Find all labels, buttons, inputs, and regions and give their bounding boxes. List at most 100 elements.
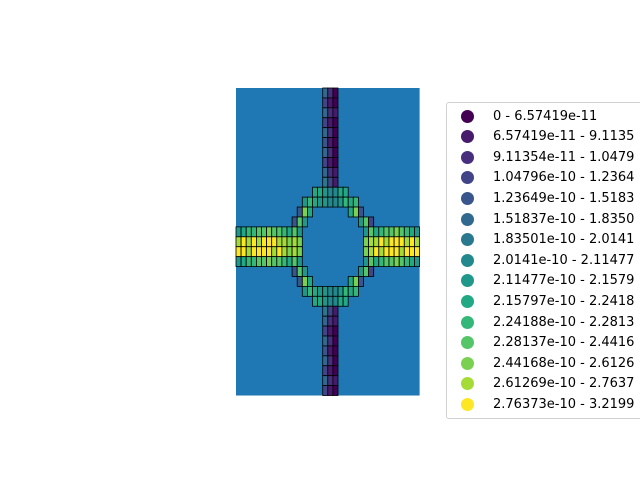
heatmap-cell <box>296 276 303 287</box>
heatmap-cell <box>240 246 247 258</box>
heatmap-cell <box>393 256 400 267</box>
legend-label: 1.83501e-10 - 2.0141 <box>493 232 635 248</box>
heatmap-cell <box>368 236 375 248</box>
heatmap-cell <box>322 176 329 188</box>
heatmap-cell <box>322 117 329 129</box>
heatmap-cell <box>322 285 329 297</box>
legend-marker <box>461 233 474 247</box>
legend-label: 1.51837e-10 - 1.8350 <box>493 211 635 227</box>
heatmap-cell <box>378 236 385 248</box>
heatmap-cell <box>368 266 375 277</box>
heatmap-cell <box>276 226 283 238</box>
legend-label: 2.28137e-10 - 2.4416 <box>493 335 635 351</box>
heatmap-cell <box>306 206 313 218</box>
legend: 0 - 6.57419e-11 6.57419e-11 - 9.1135 9.113… <box>446 102 640 419</box>
heatmap-cell <box>332 137 339 148</box>
heatmap-cell <box>296 216 303 228</box>
heatmap-cell <box>398 256 405 267</box>
heatmap-cell <box>327 325 334 337</box>
heatmap-cell <box>291 246 298 258</box>
heatmap-cell <box>378 256 385 267</box>
heatmap-cell <box>327 345 334 357</box>
heatmap-cell <box>388 226 395 238</box>
legend-item: 1.04796e-10 - 1.2364 <box>461 168 634 188</box>
heatmap-cell <box>383 236 390 248</box>
heatmap-cell <box>363 256 369 267</box>
heatmap-cell <box>332 186 339 198</box>
heatmap-cell <box>322 127 329 139</box>
heatmap-cell <box>347 206 354 218</box>
heatmap-cell <box>286 246 293 258</box>
heatmap-cell <box>261 236 267 248</box>
heatmap-cell <box>250 256 257 267</box>
legend-item: 9.11354e-11 - 1.0479 <box>461 147 634 167</box>
legend-marker <box>461 130 474 144</box>
heatmap-cell <box>332 355 339 367</box>
heatmap-cell <box>317 196 324 208</box>
heatmap-cell <box>296 266 303 277</box>
heatmap-cell <box>281 256 288 267</box>
heatmap-cell <box>357 266 364 277</box>
legend-item: 2.28137e-10 - 2.4416 <box>461 333 634 353</box>
heatmap-cell <box>286 226 293 238</box>
heatmap-cell <box>368 226 375 238</box>
heatmap-cell <box>291 236 298 248</box>
heatmap-cell <box>312 186 318 198</box>
heatmap-cell <box>342 285 349 297</box>
heatmap-cell <box>393 226 400 238</box>
legend-item: 2.11477e-10 - 2.1579 <box>461 271 634 291</box>
legend-item: 2.76373e-10 - 3.2199 <box>461 394 634 414</box>
legend-marker <box>461 109 474 123</box>
heatmap-cell <box>327 147 334 158</box>
legend-marker <box>461 356 474 370</box>
legend-label: 2.44168e-10 - 2.6126 <box>493 355 635 371</box>
heatmap-cell <box>317 186 324 198</box>
heatmap-cell <box>261 256 267 267</box>
heatmap-cell <box>327 335 334 347</box>
heatmap-cell <box>301 285 308 297</box>
legend-marker <box>461 253 474 267</box>
legend-item: 0 - 6.57419e-11 <box>461 106 597 126</box>
heatmap-cell <box>322 166 329 178</box>
heatmap-cell <box>322 157 329 168</box>
heatmap-cell <box>337 196 344 208</box>
heatmap-cell <box>281 246 288 258</box>
heatmap-cell <box>261 226 267 238</box>
heatmap-cell <box>332 305 339 317</box>
legend-label: 2.11477e-10 - 2.1579 <box>493 273 635 289</box>
heatmap-cell <box>378 226 385 238</box>
heatmap-cell <box>414 246 420 258</box>
heatmap-cell <box>240 226 247 238</box>
heatmap-cell <box>332 127 339 139</box>
heatmap-cell <box>332 147 339 158</box>
heatmap-cell <box>322 355 329 367</box>
heatmap-cell <box>373 246 380 258</box>
legend-marker <box>461 315 474 329</box>
heatmap-cell <box>286 236 293 248</box>
legend-label: 6.57419e-11 - 9.1135 <box>493 129 635 145</box>
heatmap-cell <box>322 375 329 386</box>
legend-marker <box>461 150 474 164</box>
heatmap-cell <box>291 256 298 267</box>
heatmap-cell <box>276 246 283 258</box>
heatmap-cell <box>332 117 339 129</box>
heatmap-cell <box>327 385 334 396</box>
heatmap-cell <box>327 375 334 386</box>
heatmap-cell <box>322 107 329 119</box>
heatmap-cell <box>352 206 359 218</box>
heatmap-cell <box>342 196 349 208</box>
heatmap-cell <box>312 295 318 307</box>
heatmap-cell <box>383 256 390 267</box>
legend-marker <box>461 212 474 226</box>
heatmap-cell <box>403 246 410 258</box>
legend-marker <box>461 377 474 391</box>
heatmap-cell <box>271 246 278 258</box>
legend-label: 2.76373e-10 - 3.2199 <box>493 396 635 412</box>
heatmap-cell <box>337 285 344 297</box>
heatmap-cell <box>363 266 369 277</box>
heatmap-cell <box>322 97 329 109</box>
heatmap-cell <box>301 206 308 218</box>
legend-label: 1.04796e-10 - 1.2364 <box>493 170 635 186</box>
legend-marker <box>461 397 474 411</box>
